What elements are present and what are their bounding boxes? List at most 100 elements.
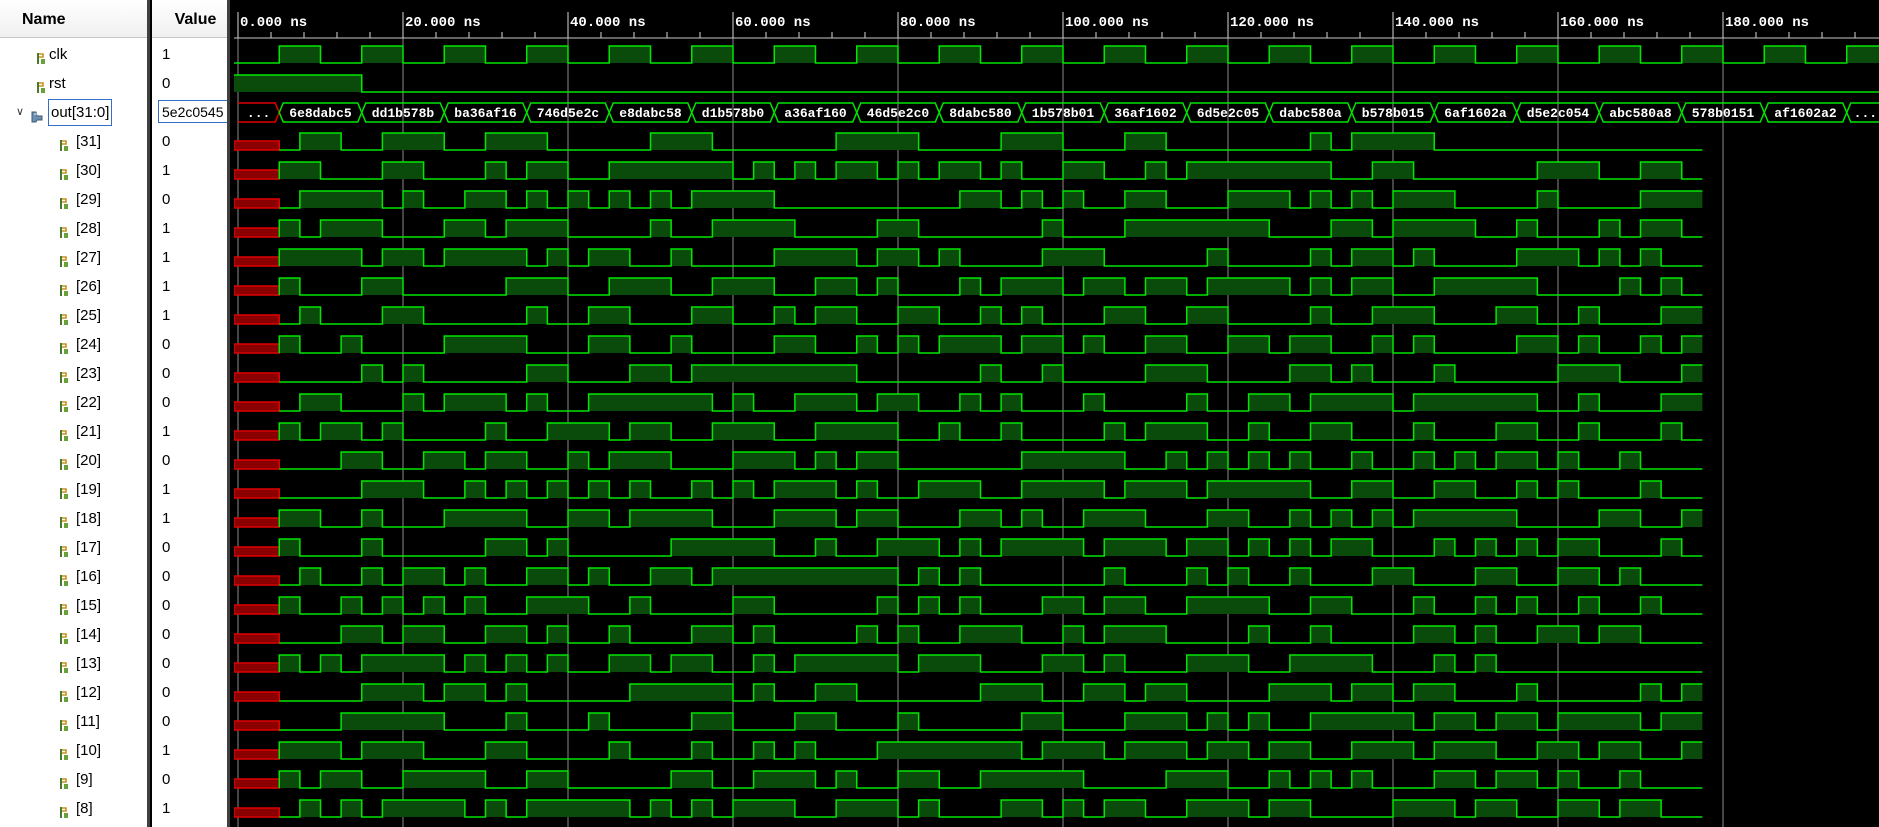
bit-waveform[interactable] — [278, 248, 1703, 267]
value-row-bit-17[interactable]: 0 — [152, 533, 227, 562]
value-row-bit-28[interactable]: 1 — [152, 214, 227, 243]
signal-row-out31-0[interactable]: ∨ out[31:0] — [0, 98, 147, 127]
signal-value: 0 — [162, 191, 171, 208]
value-row-bit-24[interactable]: 0 — [152, 330, 227, 359]
signal-icon — [34, 76, 48, 93]
value-row-bit-15[interactable]: 0 — [152, 591, 227, 620]
bit-waveform[interactable] — [279, 364, 1703, 383]
waveform-canvas[interactable]: 0.000 ns 20.000 ns 40.000 ns 60.000 ns 80.00… — [234, 0, 1879, 827]
value-row-bit-16[interactable]: 0 — [152, 562, 227, 591]
signal-row-bit-15[interactable]: [15] — [0, 591, 147, 620]
signal-row-bit-28[interactable]: [28] — [0, 214, 147, 243]
wave-high-fill — [1516, 684, 1538, 701]
value-row-bit-21[interactable]: 1 — [152, 417, 227, 446]
bit-waveform[interactable] — [279, 625, 1703, 644]
name-column-header[interactable]: Name — [0, 0, 147, 38]
signal-row-bit-31[interactable]: [31] — [0, 127, 147, 156]
value-row-bit-19[interactable]: 1 — [152, 475, 227, 504]
collapse-chevron-icon[interactable]: ∨ — [15, 106, 25, 118]
value-row-bit-27[interactable]: 1 — [152, 243, 227, 272]
signal-row-rst[interactable]: rst — [0, 69, 147, 98]
bit-waveform[interactable] — [279, 799, 1703, 818]
value-row-bit-18[interactable]: 1 — [152, 504, 227, 533]
wave-high-fill — [1021, 452, 1125, 469]
signal-row-bit-12[interactable]: [12] — [0, 678, 147, 707]
value-row-bit-12[interactable]: 0 — [152, 678, 227, 707]
wave-high-fill — [856, 481, 878, 498]
signal-row-bit-26[interactable]: [26] — [0, 272, 147, 301]
signal-row-bit-10[interactable]: [10] — [0, 736, 147, 765]
signal-row-bit-21[interactable]: [21] — [0, 417, 147, 446]
bit-waveform[interactable] — [278, 277, 1703, 296]
value-row-out31-0[interactable]: 5e2c0545 — [152, 98, 227, 127]
wave-high-fill — [1661, 539, 1682, 556]
signal-row-bit-19[interactable]: [19] — [0, 475, 147, 504]
signal-row-bit-18[interactable]: [18] — [0, 504, 147, 533]
bit-waveform[interactable] — [278, 538, 1703, 557]
signal-row-bit-29[interactable]: [29] — [0, 185, 147, 214]
signal-row-clk[interactable]: clk — [0, 40, 147, 69]
value-row-bit-9[interactable]: 0 — [152, 765, 227, 794]
value-column-header[interactable]: Value — [152, 0, 227, 38]
bit-waveform[interactable] — [278, 770, 1703, 789]
bit-waveform[interactable] — [279, 567, 1703, 586]
bit-waveform[interactable] — [278, 741, 1703, 760]
wave-high-fill — [794, 394, 857, 411]
wave-high-fill — [279, 46, 321, 63]
value-row-bit-8[interactable]: 1 — [152, 794, 227, 823]
wave-high-fill — [1042, 655, 1084, 672]
signal-row-bit-25[interactable]: [25] — [0, 301, 147, 330]
rst-waveform[interactable] — [234, 74, 1879, 93]
clk-waveform[interactable] — [234, 45, 1879, 64]
value-row-rst[interactable]: 0 — [152, 69, 227, 98]
value-row-bit-26[interactable]: 1 — [152, 272, 227, 301]
signal-row-bit-16[interactable]: [16] — [0, 562, 147, 591]
bit-waveform[interactable] — [278, 654, 1703, 673]
signal-row-bit-23[interactable]: [23] — [0, 359, 147, 388]
wave-high-fill — [1496, 713, 1538, 730]
signal-row-bit-17[interactable]: [17] — [0, 533, 147, 562]
bit-waveform[interactable] — [279, 683, 1703, 702]
signal-row-bit-20[interactable]: [20] — [0, 446, 147, 475]
bit-waveform[interactable] — [278, 422, 1703, 441]
bit-waveform[interactable] — [279, 712, 1703, 731]
signal-row-bit-22[interactable]: [22] — [0, 388, 147, 417]
value-row-bit-31[interactable]: 0 — [152, 127, 227, 156]
signal-row-bit-14[interactable]: [14] — [0, 620, 147, 649]
value-row-bit-14[interactable]: 0 — [152, 620, 227, 649]
bit-waveform[interactable] — [278, 509, 1703, 528]
signal-row-bit-9[interactable]: [9] — [0, 765, 147, 794]
bit-waveform[interactable] — [278, 219, 1703, 238]
wave-high-fill — [1516, 249, 1579, 266]
bus-value-segment[interactable] — [1845, 102, 1879, 123]
signal-row-bit-27[interactable]: [27] — [0, 243, 147, 272]
value-row-bit-23[interactable]: 0 — [152, 359, 227, 388]
bit-waveform[interactable] — [279, 132, 1703, 151]
signal-row-bit-13[interactable]: [13] — [0, 649, 147, 678]
value-row-bit-11[interactable]: 0 — [152, 707, 227, 736]
bit-waveform[interactable] — [278, 596, 1703, 615]
signal-row-bit-8[interactable]: [8] — [0, 794, 147, 823]
wave-high-fill — [1351, 481, 1393, 498]
value-row-bit-25[interactable]: 1 — [152, 301, 227, 330]
wave-high-fill — [279, 771, 300, 788]
bit-waveform[interactable] — [278, 161, 1703, 180]
value-row-bit-20[interactable]: 0 — [152, 446, 227, 475]
bit-waveform[interactable] — [279, 190, 1703, 209]
wave-high-fill — [299, 307, 321, 324]
waveform-panel[interactable]: 0.000 ns 20.000 ns 40.000 ns 60.000 ns 80.00… — [234, 0, 1879, 827]
value-row-bit-13[interactable]: 0 — [152, 649, 227, 678]
bit-waveform[interactable] — [279, 393, 1703, 412]
value-row-bit-10[interactable]: 1 — [152, 736, 227, 765]
value-row-bit-29[interactable]: 0 — [152, 185, 227, 214]
signal-row-bit-11[interactable]: [11] — [0, 707, 147, 736]
value-row-bit-30[interactable]: 1 — [152, 156, 227, 185]
signal-row-bit-30[interactable]: [30] — [0, 156, 147, 185]
signal-row-bit-24[interactable]: [24] — [0, 330, 147, 359]
bit-waveform[interactable] — [279, 451, 1703, 470]
value-row-bit-22[interactable]: 0 — [152, 388, 227, 417]
bit-waveform[interactable] — [279, 480, 1703, 499]
bit-waveform[interactable] — [279, 306, 1703, 325]
bit-waveform[interactable] — [278, 335, 1703, 354]
value-row-clk[interactable]: 1 — [152, 40, 227, 69]
